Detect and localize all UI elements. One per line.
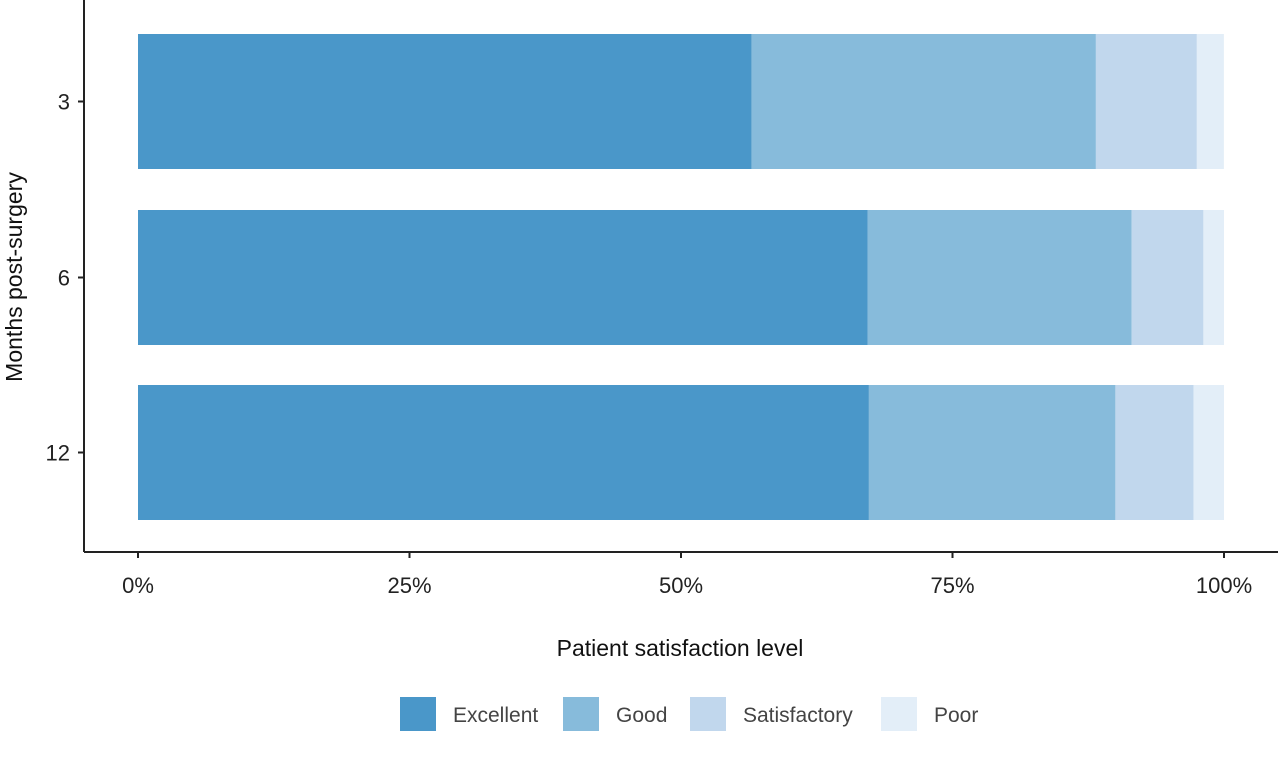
- bar-segment-excellent-3: [138, 34, 752, 169]
- bar-segment-poor-12: [1193, 385, 1224, 520]
- legend-label-good: Good: [616, 704, 667, 727]
- y-axis-title: Months post-surgery: [1, 172, 27, 382]
- legend-swatch-excellent: [400, 697, 436, 731]
- legend-swatch-satisfactory: [690, 697, 726, 731]
- y-axis-ticks: 3 6 12: [46, 90, 84, 466]
- bars-layer: [138, 34, 1224, 520]
- legend-swatch-poor: [881, 697, 917, 731]
- bar-segment-satisfactory-12: [1115, 385, 1194, 520]
- legend-label-satisfactory: Satisfactory: [743, 704, 853, 727]
- legend-swatch-good: [563, 697, 599, 731]
- x-axis-title: Patient satisfaction level: [557, 635, 804, 661]
- x-tick-label: 50%: [659, 573, 703, 598]
- bar-segment-good-12: [868, 385, 1116, 520]
- bar-segment-poor-6: [1203, 210, 1224, 345]
- legend: Excellent Good Satisfactory Poor: [400, 697, 978, 731]
- y-tick-label: 3: [58, 90, 70, 115]
- x-tick-label: 75%: [930, 573, 974, 598]
- y-tick-label: 12: [46, 441, 70, 466]
- bar-segment-satisfactory-6: [1131, 210, 1204, 345]
- x-tick-label: 0%: [122, 573, 154, 598]
- bar-segment-good-6: [867, 210, 1132, 345]
- x-axis-ticks: 0% 25% 50% 75% 100%: [122, 552, 1252, 598]
- legend-label-poor: Poor: [934, 704, 978, 727]
- x-tick-label: 25%: [387, 573, 431, 598]
- legend-label-excellent: Excellent: [453, 704, 538, 727]
- bar-segment-good-3: [751, 34, 1096, 169]
- bar-segment-satisfactory-3: [1095, 34, 1197, 169]
- bar-segment-excellent-12: [138, 385, 869, 520]
- bar-segment-excellent-6: [138, 210, 868, 345]
- bar-segment-poor-3: [1196, 34, 1224, 169]
- x-tick-label: 100%: [1196, 573, 1252, 598]
- y-tick-label: 6: [58, 266, 70, 291]
